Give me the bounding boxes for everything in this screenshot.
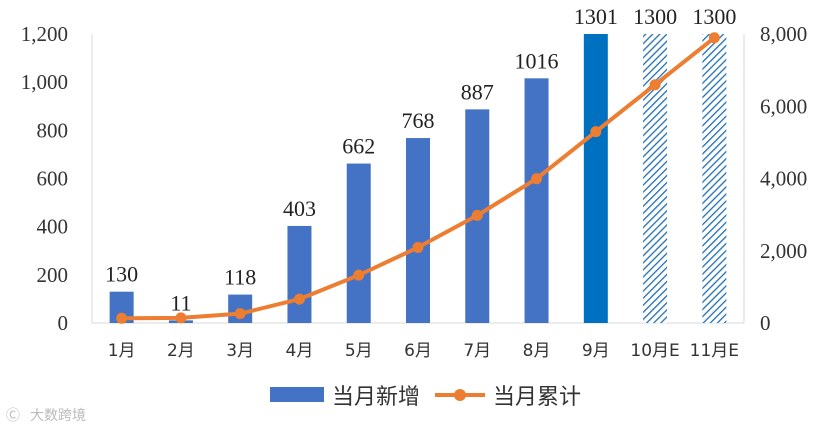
- bar: [406, 138, 430, 323]
- watermark: Ⓒ 大数跨境: [6, 408, 86, 424]
- line-series: [116, 32, 720, 324]
- x-tick-label: 4月: [286, 341, 314, 361]
- y-left-tick-label: 0: [58, 311, 69, 335]
- line-point: [234, 308, 246, 320]
- legend-line-marker: [454, 389, 466, 401]
- watermark-icon: Ⓒ: [6, 408, 20, 424]
- y-left-tick-label: 400: [37, 215, 69, 239]
- bar-series: [109, 34, 727, 324]
- line-point: [708, 32, 720, 44]
- line-point: [353, 269, 365, 281]
- line-point: [116, 312, 128, 324]
- line-point: [531, 173, 543, 185]
- legend-bar-label: 当月新增: [332, 385, 420, 410]
- y-left-tick-label: 1,000: [21, 70, 68, 94]
- bar-data-label: 1016: [515, 48, 559, 73]
- bar-data-label: 118: [224, 265, 256, 290]
- x-tick-label: 7月: [463, 341, 491, 361]
- bar-data-label: 1301: [574, 4, 618, 29]
- x-tick-label: 8月: [523, 341, 551, 361]
- bar-data-label: 403: [283, 196, 316, 221]
- legend: 当月新增 当月累计: [270, 385, 581, 410]
- line-point: [175, 312, 187, 324]
- y-right-tick-label: 8,000: [760, 22, 807, 46]
- line-point: [590, 126, 602, 138]
- bar-data-label: 1300: [692, 4, 736, 29]
- bar-data-label: 1300: [633, 4, 677, 29]
- legend-bar-swatch: [270, 387, 324, 402]
- y-right-tick-label: 0: [760, 311, 771, 335]
- bar: [346, 163, 371, 323]
- x-tick-label: 3月: [226, 341, 254, 361]
- y-right-tick-label: 6,000: [760, 94, 807, 118]
- bar-data-label: 130: [105, 262, 138, 287]
- bar: [583, 34, 608, 323]
- y-right-tick-label: 4,000: [760, 167, 807, 191]
- x-tick-label: 5月: [345, 341, 373, 361]
- y-left-tick-label: 600: [37, 167, 69, 191]
- bar-data-label: 768: [402, 108, 435, 133]
- y-left-tick-label: 1,200: [21, 22, 68, 46]
- line-point: [649, 79, 661, 91]
- y-left-tick-label: 200: [37, 263, 69, 287]
- watermark-text: 大数跨境: [30, 408, 86, 424]
- x-tick-label: 1月: [108, 341, 136, 361]
- x-tick-label: 2月: [167, 341, 195, 361]
- bar: [109, 291, 134, 323]
- bar-data-label: 662: [342, 134, 375, 159]
- line-point: [471, 209, 483, 221]
- line-point: [293, 293, 305, 305]
- x-tick-label: 6月: [404, 341, 432, 361]
- x-tick-label: 10月E: [630, 341, 679, 361]
- bar: [287, 225, 312, 323]
- legend-line-label: 当月累计: [493, 385, 581, 410]
- line-point: [412, 241, 424, 253]
- bar-data-label: 11: [170, 290, 191, 315]
- y-left-tick-label: 800: [37, 118, 69, 142]
- x-tick-label: 11月E: [690, 341, 739, 361]
- y-right-tick-label: 2,000: [760, 239, 807, 263]
- x-tick-label: 9月: [582, 341, 610, 361]
- data-labels: 130 11 118 403 662 768 887 1016 1301 1300 1300: [105, 4, 736, 315]
- bar: [702, 34, 727, 323]
- axes: 0 200 400 600 800 1,000 1,200 0 2,000 4,000 6,000 8…: [21, 22, 808, 361]
- bar-data-label: 887: [461, 79, 494, 104]
- bar: [524, 78, 549, 324]
